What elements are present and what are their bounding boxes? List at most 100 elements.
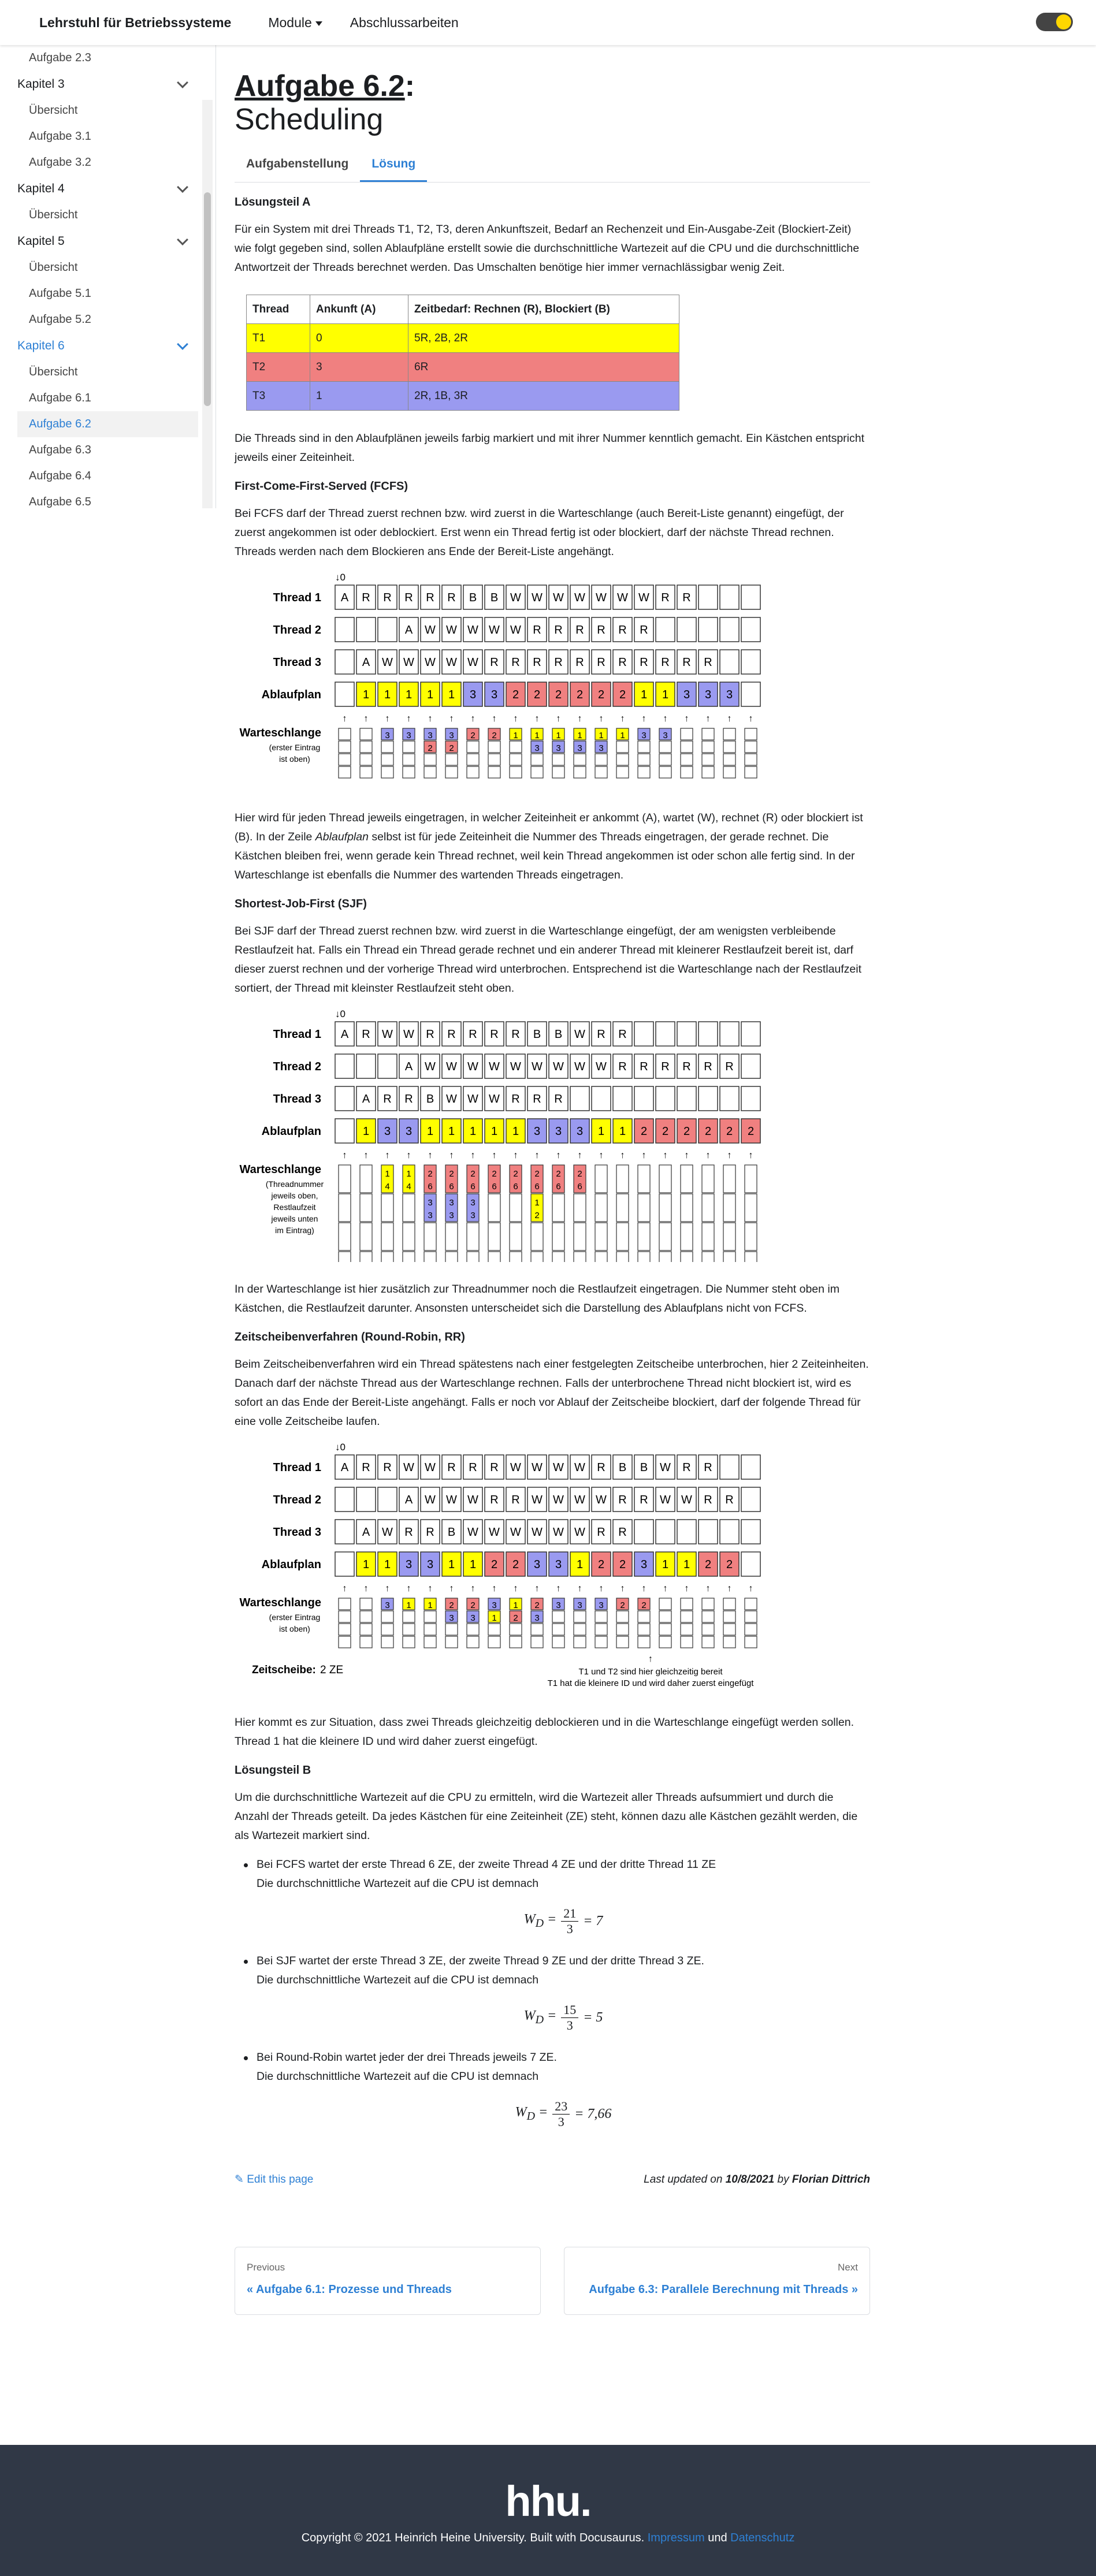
cell: T2 bbox=[246, 352, 310, 382]
queue-cell bbox=[445, 753, 458, 766]
state-cell bbox=[356, 1454, 376, 1480]
plan-number: 3 bbox=[406, 1125, 412, 1138]
sidebar-group[interactable]: Kapitel 4 bbox=[17, 176, 198, 202]
queue-cell bbox=[680, 1610, 693, 1623]
plan-number: 3 bbox=[555, 1558, 562, 1571]
sidebar-item[interactable]: Aufgabe 6.5 bbox=[29, 496, 91, 508]
queue-cell bbox=[744, 1598, 757, 1610]
queue-cell bbox=[573, 1623, 586, 1636]
sidebar-group-label: Kapitel 3 bbox=[17, 77, 65, 91]
plan-number: 1 bbox=[448, 688, 455, 701]
tab-loesung[interactable]: Lösung bbox=[360, 148, 428, 182]
brand-title[interactable]: Lehrstuhl für Betriebssysteme bbox=[39, 14, 232, 30]
state-letter: R bbox=[597, 624, 605, 636]
queue-cell bbox=[637, 740, 651, 753]
queue-cell bbox=[402, 1623, 415, 1636]
plan-number: 1 bbox=[512, 1125, 519, 1138]
state-letter: W bbox=[596, 1494, 607, 1506]
queue-cell bbox=[423, 1623, 437, 1636]
sidebar-item[interactable]: Übersicht bbox=[29, 366, 78, 378]
state-cell bbox=[591, 1054, 611, 1079]
title-part2: Scheduling bbox=[235, 103, 384, 136]
queue-cell bbox=[552, 1610, 565, 1623]
queue-cell bbox=[488, 1610, 501, 1623]
sidebar-group[interactable]: Kapitel 3 bbox=[17, 71, 198, 98]
state-letter: R bbox=[511, 1494, 519, 1506]
sidebar-item[interactable]: Aufgabe 6.4 bbox=[29, 470, 91, 482]
sidebar-item[interactable]: Aufgabe 6.1 bbox=[29, 392, 91, 404]
state-cell bbox=[741, 1487, 761, 1512]
queue-thread: 1 bbox=[620, 731, 625, 740]
queue-cell bbox=[637, 1623, 651, 1636]
sidebar-scrollbar[interactable] bbox=[202, 100, 213, 508]
state-letter: W bbox=[596, 1060, 607, 1073]
sidebar-item[interactable]: Übersicht bbox=[29, 209, 78, 221]
plan-number: 1 bbox=[641, 688, 647, 701]
state-cell bbox=[441, 1086, 462, 1111]
tick-arrow: ↑ bbox=[642, 1584, 647, 1594]
fraction: 23 3 bbox=[552, 2099, 570, 2130]
scrollbar-thumb[interactable] bbox=[204, 192, 211, 406]
queue-cell bbox=[744, 766, 757, 779]
start-marker: ↓0 bbox=[335, 572, 345, 583]
tick-arrow: ↑ bbox=[599, 714, 604, 724]
sidebar-group[interactable]: Kapitel 6 bbox=[17, 333, 198, 359]
state-letter: R bbox=[490, 656, 498, 669]
state-cell bbox=[335, 649, 355, 675]
plan-cell bbox=[399, 1551, 419, 1577]
queue-cell bbox=[616, 766, 629, 779]
sidebar-item[interactable]: Aufgabe 6.3 bbox=[29, 444, 91, 456]
sidebar-item[interactable]: Aufgabe 3.1 bbox=[29, 130, 91, 143]
queue-cell bbox=[723, 1164, 736, 1193]
item-line2: Die durchschnittliche Wartezeit auf die … bbox=[257, 2070, 539, 2083]
prev-page-link[interactable]: Previous « Aufgabe 6.1: Prozesse und Thre… bbox=[235, 2247, 541, 2315]
queue-thread: 1 bbox=[406, 1169, 411, 1179]
color-note: Die Threads sind in den Ablaufplänen jew… bbox=[235, 432, 865, 464]
sidebar-item[interactable]: Aufgabe 5.1 bbox=[29, 287, 91, 300]
nav-theses-link[interactable]: Abschlussarbeiten bbox=[350, 14, 459, 30]
next-page-link[interactable]: Next Aufgabe 6.3: Parallele Berechnung mi… bbox=[564, 2247, 870, 2315]
state-cell bbox=[399, 1086, 419, 1111]
impressum-link[interactable]: Impressum bbox=[647, 2532, 705, 2544]
datenschutz-link[interactable]: Datenschutz bbox=[730, 2532, 795, 2544]
queue-thread: 2 bbox=[492, 1169, 496, 1179]
tick-arrow: ↑ bbox=[556, 714, 561, 724]
plan-cell bbox=[484, 1118, 504, 1144]
sidebar-item[interactable]: Aufgabe 3.2 bbox=[29, 156, 91, 169]
tick-arrow: ↑ bbox=[385, 1151, 390, 1160]
queue-sub-label: (Threadnummer bbox=[266, 1179, 324, 1189]
state-letter: W bbox=[574, 1526, 585, 1539]
state-cell bbox=[677, 1487, 697, 1512]
state-cell bbox=[506, 1519, 526, 1544]
queue-thread: 2 bbox=[513, 1169, 518, 1179]
plan-cell bbox=[719, 1551, 740, 1577]
state-cell bbox=[335, 1086, 355, 1111]
sidebar-group[interactable]: Kapitel 5 bbox=[17, 228, 198, 255]
nav-module-dropdown[interactable]: Module bbox=[268, 15, 322, 31]
state-cell bbox=[484, 649, 504, 675]
sidebar-item[interactable]: Aufgabe 2.3 bbox=[29, 51, 91, 64]
sidebar-item[interactable]: Übersicht bbox=[29, 261, 78, 274]
queue-cell bbox=[423, 1636, 437, 1648]
queue-cell bbox=[530, 1251, 544, 1280]
queue-cell bbox=[701, 1610, 715, 1623]
state-letter: W bbox=[553, 1494, 564, 1506]
plan-number: 1 bbox=[363, 1125, 369, 1138]
dark-mode-toggle[interactable] bbox=[1036, 13, 1073, 31]
queue-cell bbox=[701, 1636, 715, 1648]
plan-number: 1 bbox=[363, 1558, 369, 1571]
queue-cell bbox=[616, 1193, 629, 1222]
state-cell bbox=[463, 649, 483, 675]
queue-cell bbox=[723, 728, 736, 740]
sidebar-item[interactable]: Aufgabe 6.2 bbox=[17, 411, 198, 437]
state-cell bbox=[441, 617, 462, 642]
sidebar-item[interactable]: Übersicht bbox=[29, 104, 78, 117]
sidebar-item[interactable]: Aufgabe 5.2 bbox=[29, 313, 91, 326]
tab-aufgabenstellung[interactable]: Aufgabenstellung bbox=[246, 157, 349, 170]
plan-cell bbox=[335, 1118, 355, 1144]
state-cell bbox=[612, 649, 633, 675]
state-cell bbox=[335, 1021, 355, 1047]
state-cell bbox=[591, 1454, 611, 1480]
edit-page-link[interactable]: ✎ Edit this page bbox=[235, 2173, 314, 2186]
queue-cell bbox=[445, 728, 458, 740]
